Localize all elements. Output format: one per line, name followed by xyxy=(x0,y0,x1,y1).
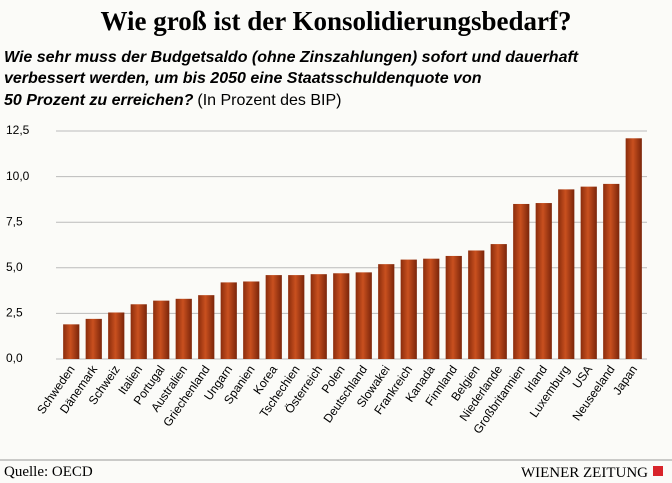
bar xyxy=(580,186,597,359)
bar xyxy=(603,183,620,359)
bar xyxy=(378,264,395,359)
logo-square xyxy=(653,466,663,476)
bar xyxy=(445,255,462,359)
bar xyxy=(310,274,327,359)
publisher: Wiener Zeitung xyxy=(521,465,648,481)
source: Quelle: OECD xyxy=(4,464,93,480)
y-tick-label: 12,5 xyxy=(6,123,30,137)
subtitle: 50 Prozent zu erreichen? (In Prozent des … xyxy=(4,92,341,109)
bar xyxy=(400,259,417,359)
subtitle: Wie sehr muss der Budgetsaldo (ohne Zins… xyxy=(4,49,579,66)
y-tick-label: 0,0 xyxy=(6,351,23,365)
bar xyxy=(558,189,575,359)
y-tick-label: 10,0 xyxy=(6,169,30,183)
bar xyxy=(333,273,350,359)
bar xyxy=(108,312,125,359)
bar xyxy=(175,298,192,359)
bar xyxy=(63,324,80,359)
subtitle: verbessert werden, um bis 2050 eine Staa… xyxy=(4,70,482,87)
bar xyxy=(355,272,372,359)
bar xyxy=(468,250,485,359)
bar xyxy=(535,203,552,359)
bar xyxy=(288,275,305,359)
bar xyxy=(153,300,170,359)
unit-note: (In Prozent des BIP) xyxy=(197,92,341,109)
y-tick-label: 5,0 xyxy=(6,260,23,274)
bar xyxy=(423,258,440,359)
bar xyxy=(490,244,507,359)
y-tick-label: 7,5 xyxy=(6,214,23,228)
bar xyxy=(265,275,282,359)
subtitle: 50 Prozent zu erreichen? xyxy=(4,92,194,109)
bar xyxy=(130,304,147,359)
bar xyxy=(85,318,102,359)
y-tick-label: 2,5 xyxy=(6,306,23,320)
bar xyxy=(220,282,237,359)
bar xyxy=(513,203,530,359)
chart-title: Wie groß ist der Konsolidierungsbedarf? xyxy=(100,6,571,36)
bar xyxy=(243,281,260,359)
bar xyxy=(198,295,215,359)
bar xyxy=(625,138,642,359)
